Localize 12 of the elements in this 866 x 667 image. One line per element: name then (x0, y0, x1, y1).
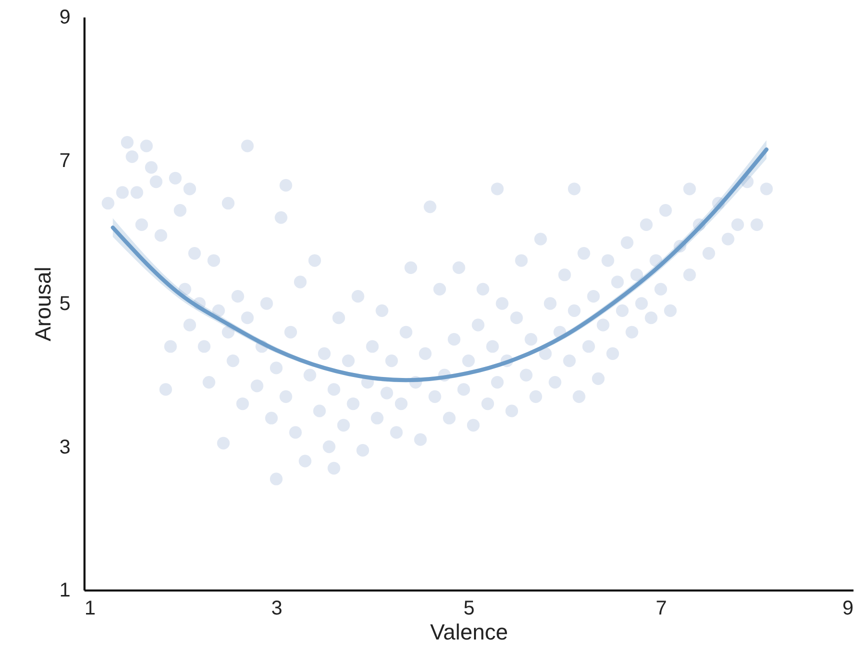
y-tick-label: 7 (59, 150, 70, 172)
y-tick-label: 1 (59, 580, 70, 602)
x-tick-label: 7 (656, 598, 667, 620)
y-tick-label: 3 (59, 436, 70, 458)
x-tick-label: 9 (842, 598, 854, 620)
y-axis-title: Arousal (30, 266, 56, 342)
x-axis-title: Valence (430, 620, 508, 644)
x-tick-label: 1 (84, 598, 96, 620)
y-tick-label: 9 (59, 6, 70, 28)
x-tick-label: 5 (463, 598, 475, 620)
x-tick-label: 3 (271, 598, 282, 620)
y-tick-label: 5 (59, 293, 70, 315)
